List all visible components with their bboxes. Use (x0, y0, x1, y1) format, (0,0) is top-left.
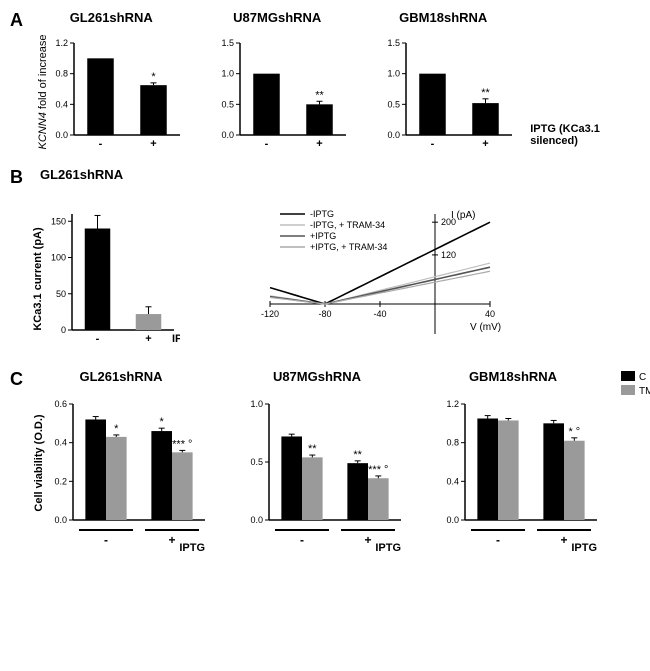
svg-text:C: C (639, 372, 646, 383)
svg-text:*: * (114, 423, 119, 435)
svg-text:40: 40 (485, 309, 495, 319)
chart-title: U87MGshRNA (273, 369, 361, 384)
svg-text:-: - (496, 533, 500, 547)
svg-text:0.5: 0.5 (222, 99, 235, 109)
svg-text:I (pA): I (pA) (451, 210, 475, 221)
svg-text:0.5: 0.5 (388, 99, 401, 109)
svg-text:1.0: 1.0 (222, 69, 235, 79)
panel-b: B GL261shRNA KCa3.1 current (pA) 0 50 100 15… (10, 167, 640, 359)
svg-text:100: 100 (51, 253, 66, 263)
svg-text:0.0: 0.0 (446, 515, 459, 525)
svg-text:1.2: 1.2 (446, 399, 459, 409)
svg-text:-: - (104, 533, 108, 547)
svg-text:120: 120 (441, 250, 456, 260)
panel-b-label: B (10, 167, 30, 188)
svg-text:0.0: 0.0 (56, 130, 69, 140)
panel-a-label: A (10, 10, 28, 31)
svg-text:-: - (431, 138, 435, 150)
svg-text:0.4: 0.4 (56, 99, 69, 109)
svg-text:KCa3.1 current (pA): KCa3.1 current (pA) (32, 227, 44, 331)
svg-text:0.2: 0.2 (54, 476, 67, 486)
svg-text:-80: -80 (318, 309, 331, 319)
svg-text:-120: -120 (261, 309, 279, 319)
chart-title: GL261shRNA (70, 10, 153, 25)
chart-title: GBM18shRNA (469, 369, 557, 384)
svg-text:0.5: 0.5 (250, 457, 263, 467)
svg-text:1.2: 1.2 (56, 38, 69, 48)
svg-text:-IPTG, + TRAM-34: -IPTG, + TRAM-34 (310, 220, 385, 230)
svg-text:0.0: 0.0 (250, 515, 263, 525)
svg-text:-40: -40 (373, 309, 386, 319)
svg-text:0.8: 0.8 (56, 69, 69, 79)
svg-text:TMZ: TMZ (639, 386, 650, 397)
svg-text:*** °: *** ° (172, 438, 192, 450)
panel-a-chart-2: GBM18shRNA 0.0 0.5 1.0 1.5 - ** + (368, 10, 518, 157)
chart-title: GBM18shRNA (399, 10, 487, 25)
svg-text:0.6: 0.6 (54, 399, 67, 409)
svg-text:1.0: 1.0 (250, 399, 263, 409)
svg-text:-: - (265, 138, 269, 150)
svg-text:1.0: 1.0 (388, 69, 401, 79)
svg-text:IPTG: IPTG (172, 333, 180, 345)
panel-b-title: GL261shRNA (40, 167, 123, 182)
svg-text:**: ** (315, 89, 324, 101)
panel-c-chart-2: GBM18shRNA 0.0 0.4 0.8 1.2 - * ° + IPTG (423, 369, 603, 554)
panel-c: C GL261shRNA Cell viability (O.D.) 0.0 0.2 0… (10, 369, 640, 554)
svg-text:+: + (560, 533, 567, 547)
svg-text:+: + (168, 533, 175, 547)
svg-text:+IPTG: +IPTG (310, 231, 336, 241)
svg-text:-: - (96, 333, 100, 345)
svg-text:0.4: 0.4 (54, 438, 67, 448)
chart-title: GL261shRNA (79, 369, 162, 384)
panel-a-side-label: IPTG (KCa3.1 silenced) (530, 123, 640, 147)
iptg-xlabel: IPTG (179, 542, 205, 554)
svg-text:+: + (317, 138, 323, 150)
svg-text:50: 50 (56, 289, 66, 299)
svg-text:**: ** (353, 449, 362, 461)
svg-text:1.5: 1.5 (388, 38, 401, 48)
svg-text:**: ** (308, 443, 317, 455)
panel-b-bar: KCa3.1 current (pA) 0 50 100 150 - + IPTG (30, 204, 180, 359)
panel-c-charts: GL261shRNA Cell viability (O.D.) 0.0 0.2 0.4… (23, 369, 611, 554)
svg-text:-: - (99, 138, 103, 150)
panel-a: A GL261shRNA KCNN4 fold of increase 0.0 0.4… (10, 10, 640, 157)
svg-text:0.0: 0.0 (54, 515, 67, 525)
panel-a-chart-0: GL261shRNA KCNN4 fold of increase 0.0 0.4 0.… (36, 10, 186, 157)
svg-text:-IPTG: -IPTG (310, 209, 334, 219)
svg-text:+IPTG, + TRAM-34: +IPTG, + TRAM-34 (310, 242, 387, 252)
panel-b-iv: -IPTG-IPTG, + TRAM-34+IPTG+IPTG, + TRAM-… (210, 194, 510, 359)
chart-title: U87MGshRNA (233, 10, 321, 25)
svg-text:0.8: 0.8 (446, 438, 459, 448)
svg-text:+: + (483, 138, 489, 150)
iptg-xlabel: IPTG (571, 542, 597, 554)
svg-text:* °: * ° (568, 426, 580, 438)
svg-text:**: ** (481, 87, 490, 99)
iptg-xlabel: IPTG (375, 542, 401, 554)
svg-text:*** °: *** ° (368, 464, 388, 476)
panel-c-label: C (10, 369, 23, 390)
panel-c-chart-1: U87MGshRNA 0.0 0.5 1.0 ** - ** *** ° + IPTG (227, 369, 407, 554)
svg-text:*: * (152, 71, 157, 83)
svg-text:*: * (160, 416, 165, 428)
panel-a-charts: GL261shRNA KCNN4 fold of increase 0.0 0.4 0.… (28, 10, 526, 157)
svg-text:+: + (364, 533, 371, 547)
svg-text:0: 0 (61, 325, 66, 335)
svg-text:KCNN4 fold of increase: KCNN4 fold of increase (37, 35, 49, 150)
svg-text:1.5: 1.5 (222, 38, 235, 48)
svg-text:+: + (151, 138, 157, 150)
svg-text:150: 150 (51, 216, 66, 226)
panel-c-chart-0: GL261shRNA Cell viability (O.D.) 0.0 0.2 0.4… (31, 369, 211, 554)
svg-text:Cell viability (O.D.): Cell viability (O.D.) (33, 414, 45, 512)
panel-c-legend: C TMZ (621, 369, 650, 408)
svg-text:0.4: 0.4 (446, 476, 459, 486)
panel-a-chart-1: U87MGshRNA 0.0 0.5 1.0 1.5 - ** + (202, 10, 352, 157)
svg-text:+: + (145, 333, 151, 345)
svg-text:-: - (300, 533, 304, 547)
svg-text:0.0: 0.0 (222, 130, 235, 140)
svg-text:0.0: 0.0 (388, 130, 401, 140)
svg-text:V (mV): V (mV) (470, 322, 501, 333)
